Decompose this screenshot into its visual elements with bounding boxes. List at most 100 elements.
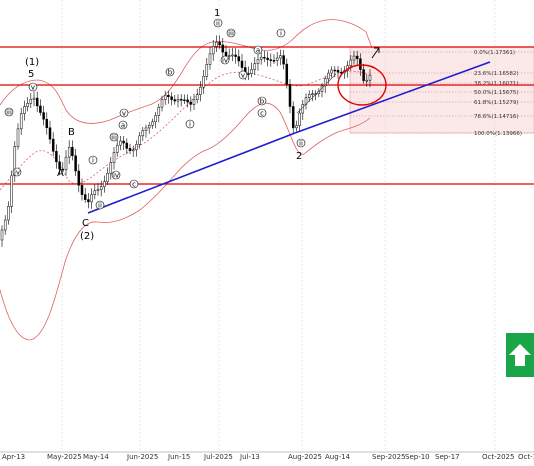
circled-label: c <box>129 179 139 189</box>
horizontal-levels <box>0 46 534 185</box>
wave-label-5: 5 <box>28 69 34 80</box>
candle-body <box>288 84 292 107</box>
candle-body <box>13 146 17 177</box>
fib-label: 50.0%(1.15675) <box>474 90 519 96</box>
candle-body <box>122 140 125 144</box>
circled-label: i <box>88 155 98 165</box>
candle-body <box>295 125 298 129</box>
highlight-circle <box>337 64 387 106</box>
svg-text:v: v <box>31 84 35 92</box>
candle-body <box>368 74 372 81</box>
x-tick-label: Jun-2025 <box>126 453 158 461</box>
svg-text:v: v <box>241 72 245 80</box>
svg-text:c: c <box>260 110 264 118</box>
wave-label-B: B <box>68 127 75 138</box>
candle-body <box>125 142 129 149</box>
candle-body <box>189 101 193 105</box>
candle-body <box>26 103 29 107</box>
circled-label: a <box>253 45 263 55</box>
candle-body <box>58 161 61 170</box>
candle-body <box>275 57 279 61</box>
candle-body <box>224 51 228 57</box>
svg-text:i: i <box>92 157 94 165</box>
circled-label: b <box>257 96 267 106</box>
wave-label-1-paren: (1) <box>25 57 39 68</box>
candle-body <box>311 93 314 95</box>
svg-text:v: v <box>122 110 126 118</box>
candle-body <box>279 55 282 59</box>
svg-text:iv: iv <box>222 57 228 65</box>
candle-body <box>7 206 10 221</box>
candle-body <box>35 97 39 107</box>
x-tick-label: Sep-10 <box>405 453 430 461</box>
candle-body <box>355 55 359 59</box>
x-tick-label: Jul-13 <box>239 453 260 461</box>
candle-body <box>301 104 305 114</box>
candle-body <box>115 144 119 153</box>
svg-text:iii: iii <box>228 30 234 38</box>
wave-label-1: 1 <box>214 8 220 19</box>
candle-body <box>218 41 221 46</box>
candle-body <box>208 53 212 65</box>
circled-label: v <box>119 108 129 118</box>
svg-text:i: i <box>189 121 191 129</box>
candle-body <box>336 70 340 73</box>
candle-body <box>253 63 257 70</box>
circled-label: iii <box>4 107 14 117</box>
svg-text:iv: iv <box>113 172 119 180</box>
candle-body <box>42 112 45 120</box>
candle-body <box>151 121 154 126</box>
fib-label: 100.0%(1.13966) <box>474 131 522 137</box>
candle-body <box>359 58 362 70</box>
x-tick-label: Aug-2025 <box>288 453 322 461</box>
candle-body <box>106 173 109 182</box>
candle-body <box>96 189 100 192</box>
circled-label: c <box>257 108 267 118</box>
candle-body <box>71 147 74 157</box>
x-tick-label: May-14 <box>83 453 109 461</box>
candle-body <box>45 118 49 128</box>
candle-body <box>51 138 55 152</box>
candle-body <box>83 194 87 200</box>
candle-body <box>202 76 205 88</box>
x-tick-label: Aug-14 <box>325 453 351 461</box>
candle-body <box>131 149 135 152</box>
candle-body <box>259 56 263 60</box>
trendline-upper <box>294 61 491 134</box>
wave-connector <box>296 73 337 114</box>
candle-body <box>23 106 26 114</box>
candle-body <box>323 78 327 87</box>
candle-body <box>215 41 218 47</box>
x-axis: Apr-13 May-2025 May-14 Jun-2025 Jun-15 J… <box>0 451 534 461</box>
circled-label: ii <box>296 138 306 148</box>
circled-label: v <box>28 82 38 92</box>
candle-body <box>39 105 42 113</box>
candle-body <box>135 144 138 151</box>
candle-body <box>234 54 237 57</box>
candle-body <box>29 99 33 104</box>
svg-text:iv: iv <box>14 169 20 177</box>
candle-body <box>138 135 141 145</box>
circled-label: a <box>118 120 128 130</box>
svg-text:ii: ii <box>299 140 303 148</box>
candle-body <box>61 168 65 171</box>
svg-text:b: b <box>168 69 173 77</box>
candle-body <box>67 147 71 158</box>
candle-body <box>285 63 289 85</box>
candle-body <box>147 125 151 129</box>
x-tick-label: Sep-17 <box>435 453 460 461</box>
svg-text:ii: ii <box>98 202 102 210</box>
candle-body <box>179 98 183 101</box>
circled-label: ii <box>95 200 105 210</box>
candle-body <box>250 69 253 74</box>
circled-label: iv <box>111 170 121 180</box>
fib-label: 38.2%(1.16071) <box>474 81 519 87</box>
arrow-up-icon <box>509 344 531 366</box>
candle-body <box>128 148 132 151</box>
trendline-lower <box>87 132 296 214</box>
candle-body <box>362 69 365 81</box>
candle-body <box>247 73 250 75</box>
candle-body <box>237 56 241 62</box>
candle-body <box>32 97 36 100</box>
buy-signal-badge <box>506 333 534 377</box>
